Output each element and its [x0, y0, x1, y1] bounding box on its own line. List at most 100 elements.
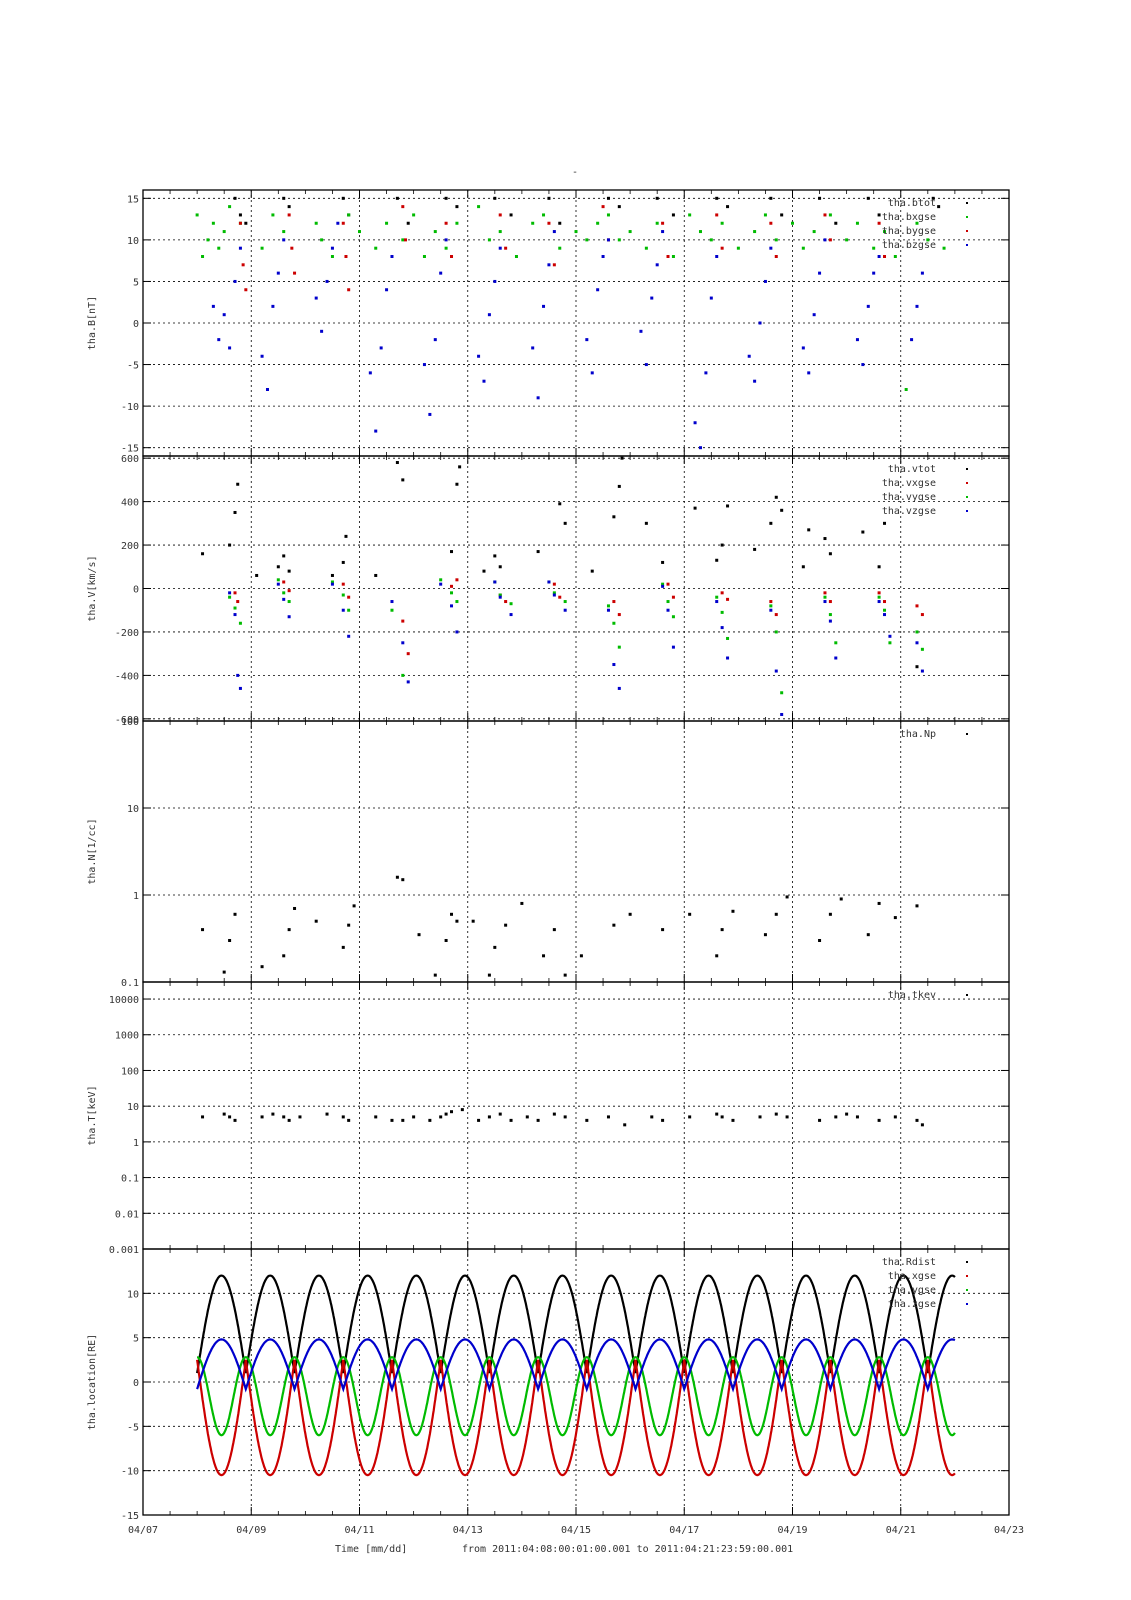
data-point [498, 1112, 502, 1116]
data-point [217, 338, 221, 342]
data-point [282, 196, 286, 200]
data-point [222, 313, 226, 317]
data-point [601, 255, 605, 258]
data-point [812, 313, 816, 317]
data-point [276, 582, 280, 586]
data-point [693, 506, 697, 510]
data-point [883, 521, 887, 525]
data-point [341, 945, 345, 949]
data-point [579, 954, 583, 958]
data-point [552, 591, 556, 595]
data-point [450, 591, 454, 595]
data-point [314, 221, 318, 225]
data-point [406, 680, 410, 684]
data-point [915, 221, 919, 225]
data-point [228, 595, 232, 599]
data-point [282, 1115, 286, 1119]
data-point [276, 578, 280, 582]
data-point [585, 238, 589, 242]
series-tha.tkev [201, 1108, 924, 1127]
data-point [726, 636, 730, 640]
data-point [606, 608, 610, 612]
data-point [498, 593, 502, 597]
data-point [883, 255, 887, 258]
data-point [552, 582, 556, 586]
data-point [828, 552, 832, 556]
data-point [455, 578, 459, 582]
data-point [877, 595, 881, 599]
data-point [774, 255, 778, 258]
data-point [628, 912, 632, 916]
data-point [444, 196, 448, 200]
series-tha.vxgse [233, 578, 924, 656]
data-point [726, 205, 730, 209]
data-point [877, 901, 881, 905]
y-tick-label: 10 [127, 1102, 139, 1113]
data-point [720, 626, 724, 630]
data-point [287, 928, 291, 932]
data-point [855, 338, 859, 342]
data-point [401, 1118, 405, 1122]
data-point [877, 1118, 881, 1122]
data-point [666, 600, 670, 604]
data-point [276, 565, 280, 569]
data-point [401, 238, 405, 242]
data-point [823, 238, 827, 242]
x-axis-label: Time [mm/dd] [335, 1544, 407, 1555]
data-point [228, 591, 232, 595]
y-axis-label: tha.T[keV] [87, 1085, 98, 1145]
data-point [298, 1115, 302, 1119]
legend-marker [966, 1275, 968, 1277]
data-point [341, 593, 345, 597]
data-point [395, 875, 399, 879]
legend-marker [966, 510, 968, 512]
data-point [888, 634, 892, 638]
data-point [206, 238, 210, 242]
data-point [585, 1118, 589, 1122]
y-tick-label: 0.001 [109, 1245, 139, 1256]
data-point [287, 569, 291, 573]
data-point [855, 221, 859, 225]
data-point [834, 221, 838, 225]
legend-label: tha.vzgse [882, 506, 936, 517]
data-point [769, 604, 773, 608]
data-point [395, 461, 399, 465]
data-point [661, 584, 665, 588]
data-point [201, 1115, 205, 1119]
x-tick-label: 04/09 [236, 1525, 266, 1536]
data-point [720, 246, 724, 250]
data-point [704, 371, 708, 375]
data-point [883, 608, 887, 612]
y-axis-label: tha.B[nT] [87, 296, 98, 350]
data-point [244, 221, 248, 225]
data-point [531, 221, 535, 225]
data-point [720, 221, 724, 225]
data-point [390, 600, 394, 604]
data-point [828, 600, 832, 604]
data-point [547, 580, 551, 584]
data-point [233, 1118, 237, 1122]
data-point [715, 954, 719, 958]
data-point [731, 1118, 735, 1122]
data-point [818, 196, 822, 200]
data-point [228, 543, 232, 547]
data-point [774, 669, 778, 673]
data-point [271, 1112, 275, 1116]
data-point [763, 279, 767, 283]
data-point [493, 196, 497, 200]
data-point [731, 909, 735, 913]
data-point [839, 897, 843, 901]
data-point [276, 271, 280, 275]
data-point [233, 196, 237, 200]
data-point [877, 591, 881, 595]
data-point [558, 246, 562, 250]
y-tick-label: 10000 [109, 995, 139, 1006]
data-point [872, 246, 876, 250]
data-point [828, 912, 832, 916]
data-point [222, 1112, 226, 1116]
data-point [769, 221, 773, 225]
data-point [374, 573, 378, 577]
data-point [877, 213, 881, 217]
data-point [293, 906, 297, 910]
